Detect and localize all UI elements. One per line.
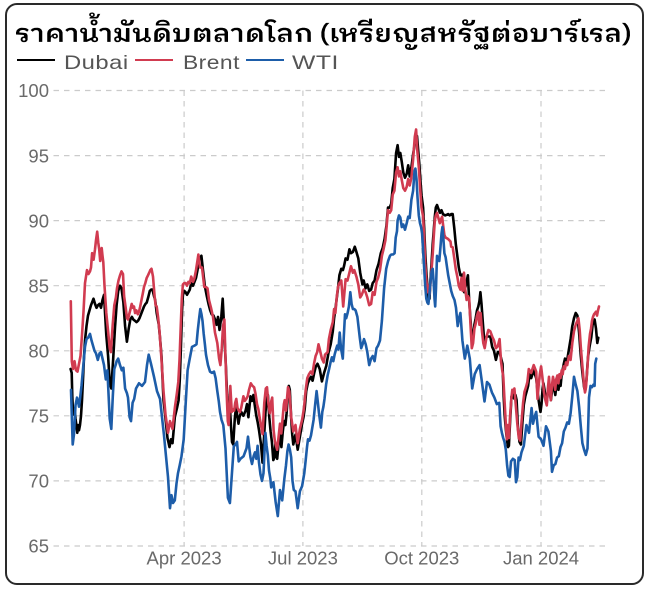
svg-text:95: 95 bbox=[28, 145, 49, 166]
svg-text:65: 65 bbox=[28, 536, 49, 557]
svg-text:75: 75 bbox=[28, 406, 49, 427]
svg-text:Jan 2024: Jan 2024 bbox=[503, 548, 579, 569]
svg-text:90: 90 bbox=[28, 210, 49, 231]
svg-text:80: 80 bbox=[28, 341, 49, 362]
svg-text:Apr 2023: Apr 2023 bbox=[147, 548, 222, 569]
svg-text:Jul 2023: Jul 2023 bbox=[268, 548, 338, 569]
svg-text:100: 100 bbox=[18, 80, 49, 101]
svg-text:70: 70 bbox=[28, 471, 49, 492]
svg-text:Oct 2023: Oct 2023 bbox=[384, 548, 459, 569]
svg-text:85: 85 bbox=[28, 275, 49, 296]
